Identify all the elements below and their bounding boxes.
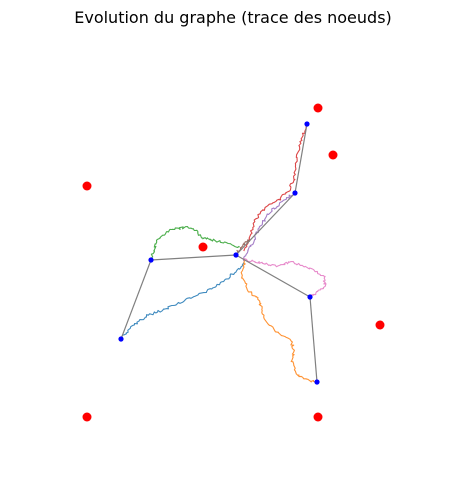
target-point-4 [375, 320, 385, 330]
graph-edges [120, 123, 318, 383]
graph-node-2 [233, 252, 239, 258]
trace-line-4 [243, 257, 327, 298]
graph-node-0 [304, 121, 310, 127]
graph-node-5 [118, 336, 124, 342]
graph-node-4 [307, 294, 313, 300]
chart-title: Evolution du graphe (trace des noeuds) [74, 8, 392, 27]
trace-line-0 [243, 123, 308, 252]
graph-edge-4 [235, 254, 311, 298]
target-point-1 [328, 150, 338, 160]
trace-line-3 [120, 262, 245, 340]
trace-line-5 [240, 260, 318, 384]
graph-edge-3 [120, 259, 152, 340]
target-point-3 [198, 242, 208, 252]
trace-line-1 [243, 192, 296, 262]
graph-nodes [118, 121, 320, 385]
target-point-5 [82, 412, 92, 422]
target-point-2 [82, 181, 92, 191]
graph-edge-0 [294, 123, 308, 194]
target-point-6 [313, 412, 323, 422]
graph-edge-2 [150, 254, 237, 261]
node-traces [120, 123, 327, 384]
target-point-0 [313, 103, 323, 113]
graph-node-1 [292, 190, 298, 196]
trace-line-2 [150, 225, 240, 261]
graph-edge-1 [235, 192, 296, 256]
target-points [82, 103, 385, 422]
graph-node-6 [314, 379, 320, 385]
graph-edge-5 [309, 296, 318, 383]
trace-line-6 [235, 239, 251, 256]
graph-node-3 [148, 257, 154, 263]
